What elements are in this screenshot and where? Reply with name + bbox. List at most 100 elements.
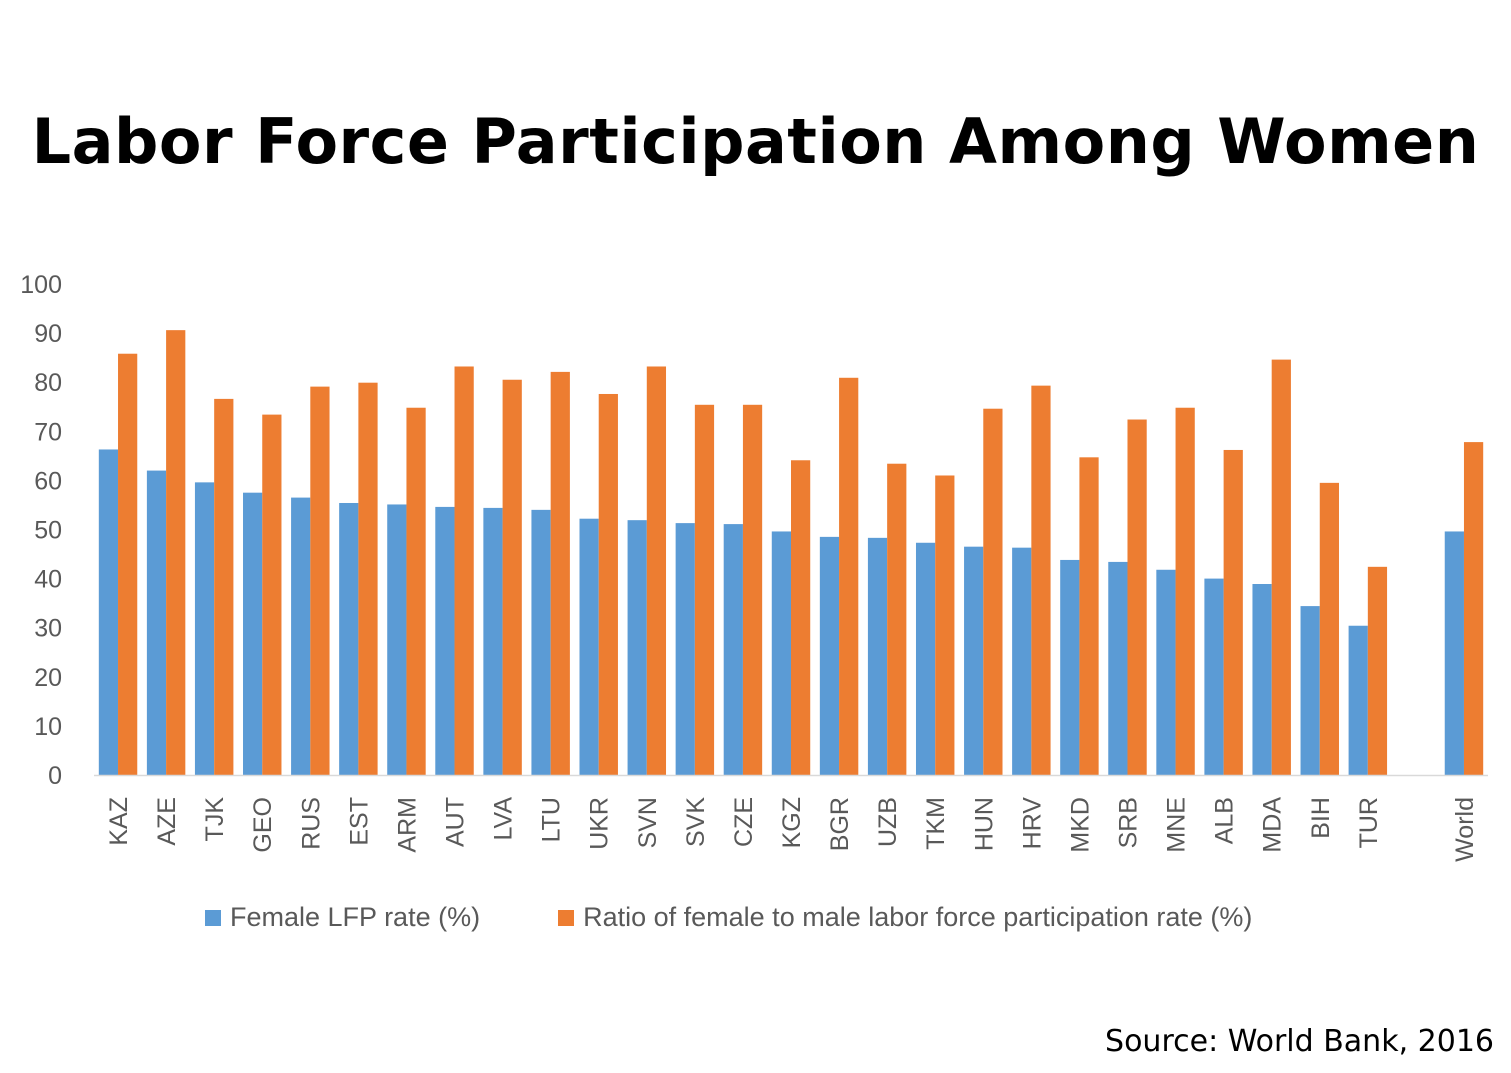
x-tick-label: TJK [201, 797, 229, 842]
bar-female-lfp-bih [1300, 606, 1320, 775]
bar-female-lfp-ltu [531, 509, 551, 775]
bar-ratio-mne [1175, 407, 1195, 775]
x-tick-label: SVN [634, 797, 662, 848]
y-tick-label: 10 [34, 713, 62, 741]
bar-female-lfp-cze [723, 524, 743, 775]
source-note: Source: World Bank, 2016 [1105, 1024, 1494, 1059]
bar-ratio-ukr [598, 393, 618, 775]
x-tick-label: HRV [1018, 797, 1046, 850]
bar-ratio-hrv [1031, 385, 1051, 775]
bar-female-lfp-kaz [98, 449, 119, 775]
bar-ratio-srb [1127, 419, 1147, 775]
bar-female-lfp-world [1444, 531, 1464, 775]
x-tick-label: SRB [1114, 797, 1142, 848]
y-tick-label: 100 [20, 271, 62, 299]
x-tick-label: KGZ [778, 797, 806, 848]
x-tick-label: ALB [1211, 797, 1239, 844]
bar-ratio-world [1463, 442, 1484, 775]
bar-ratio-geo [262, 414, 282, 775]
bar-female-lfp-ukr [579, 518, 599, 775]
x-tick-label: UKR [586, 797, 614, 850]
bar-ratio-aze [166, 330, 186, 775]
bars-group [98, 330, 1484, 775]
bar-ratio-lva [502, 379, 522, 775]
bar-ratio-aut [454, 366, 474, 775]
bar-ratio-svn [646, 366, 667, 775]
bar-female-lfp-kgz [771, 531, 791, 775]
bar-female-lfp-est [339, 502, 359, 775]
x-tick-label: ARM [393, 797, 421, 853]
x-tick-label: SVK [682, 797, 710, 847]
bar-ratio-tur [1367, 566, 1388, 775]
legend-label-ratio: Ratio of female to male labor force part… [583, 902, 1253, 932]
y-tick-label: 30 [34, 615, 62, 643]
x-tick-label: BGR [826, 797, 854, 851]
x-tick-label: BIH [1307, 797, 1335, 839]
x-tick-label: KAZ [105, 797, 133, 846]
x-tick-label: UZB [874, 797, 902, 847]
legend-swatch-orange [558, 909, 575, 926]
bar-female-lfp-mda [1252, 584, 1272, 775]
x-tick-label: HUN [970, 797, 998, 851]
y-tick-label: 80 [34, 369, 62, 397]
bar-ratio-bih [1319, 482, 1339, 775]
y-axis: 0 10 20 30 40 50 60 70 80 90 100 [20, 271, 62, 790]
bar-female-lfp-arm [387, 504, 407, 775]
x-tick-label: RUS [297, 797, 325, 850]
x-tick-label: MNE [1163, 797, 1191, 853]
bar-female-lfp-rus [291, 497, 311, 775]
bar-female-lfp-hun [964, 546, 984, 775]
x-axis: KAZ AZE TJK GEO RUS EST ARM AUT LVA LTU UKR SVN SVK C… [105, 797, 1479, 862]
x-tick-label: LTU [538, 797, 566, 842]
y-tick-label: 40 [34, 566, 62, 594]
bar-ratio-uzb [887, 463, 907, 775]
bar-female-lfp-srb [1108, 561, 1128, 775]
bar-ratio-hun [983, 408, 1003, 775]
legend: Female LFP rate (%) Ratio of female to m… [205, 902, 1252, 933]
bar-female-lfp-svk [675, 523, 695, 775]
legend-item-ratio: Ratio of female to male labor force part… [558, 902, 1252, 933]
bar-ratio-alb [1223, 449, 1243, 775]
y-tick-label: 50 [34, 517, 62, 545]
bar-ratio-est [358, 382, 378, 775]
x-tick-label: EST [345, 797, 373, 846]
bar-ratio-bgr [839, 377, 859, 775]
bar-female-lfp-bgr [819, 536, 840, 775]
bar-female-lfp-aut [435, 506, 455, 775]
bar-ratio-tkm [935, 475, 955, 775]
y-tick-label: 0 [48, 762, 62, 790]
x-tick-label: MDA [1259, 797, 1287, 853]
bar-female-lfp-mne [1156, 569, 1176, 775]
bar-ratio-arm [406, 407, 426, 775]
y-tick-label: 20 [34, 664, 62, 692]
x-tick-label: World [1451, 797, 1479, 862]
bar-ratio-tjk [214, 398, 234, 775]
bar-female-lfp-geo [243, 492, 263, 775]
legend-swatch-blue [205, 909, 221, 926]
legend-label-female-lfp: Female LFP rate (%) [230, 902, 481, 932]
bar-ratio-ltu [550, 371, 570, 775]
x-tick-label: TUR [1355, 797, 1383, 848]
bar-female-lfp-lva [483, 507, 503, 775]
x-tick-label: MKD [1066, 797, 1094, 853]
bar-ratio-kaz [118, 353, 138, 775]
x-tick-label: AUT [442, 797, 470, 847]
bar-female-lfp-hrv [1012, 547, 1032, 775]
bar-female-lfp-mkd [1060, 559, 1080, 775]
bar-ratio-rus [310, 386, 330, 775]
bar-ratio-cze [742, 404, 763, 775]
bar-ratio-mkd [1079, 457, 1099, 775]
bar-female-lfp-uzb [867, 537, 888, 775]
x-tick-label: TKM [922, 797, 950, 850]
bar-female-lfp-aze [146, 470, 167, 775]
bar-ratio-kgz [791, 460, 811, 775]
x-tick-label: GEO [249, 797, 277, 853]
bar-female-lfp-tur [1348, 625, 1368, 775]
y-tick-label: 90 [34, 320, 62, 348]
y-tick-label: 70 [34, 418, 62, 446]
x-tick-label: AZE [153, 797, 181, 846]
chart-title: Labor Force Participation Among Women [31, 105, 1480, 178]
bar-female-lfp-tkm [915, 542, 936, 775]
y-tick-label: 60 [34, 467, 62, 495]
